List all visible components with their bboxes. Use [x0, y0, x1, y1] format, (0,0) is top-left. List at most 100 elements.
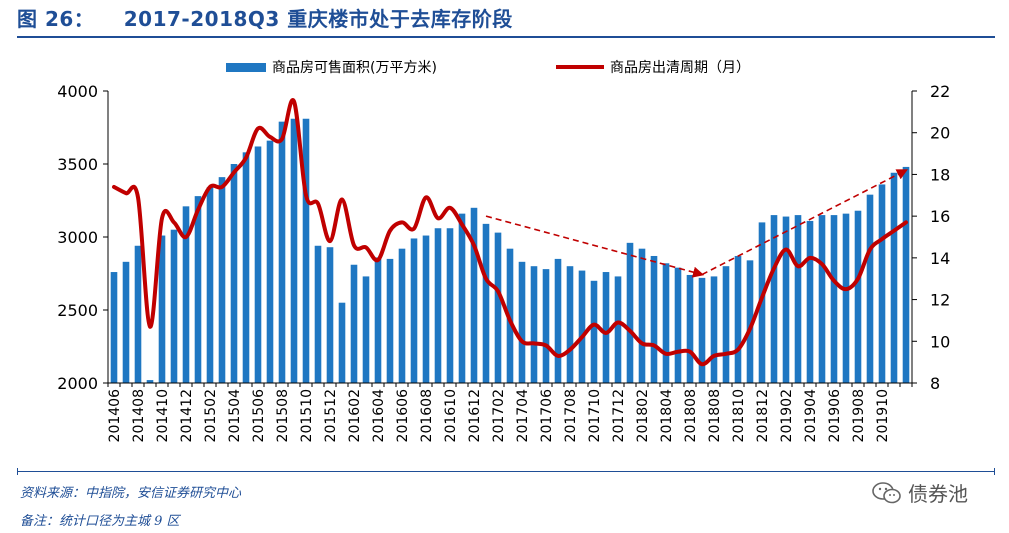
bar [794, 215, 802, 383]
footer-divider-tick-left [17, 468, 18, 475]
bar [434, 228, 442, 383]
bar [254, 146, 262, 383]
bar [818, 215, 826, 383]
bar [110, 272, 118, 383]
figure-label: 图 26： [17, 7, 95, 31]
bar [710, 276, 718, 383]
series-line-clearance-period [112, 98, 908, 367]
x-axis-tick-label: 201408 [131, 389, 147, 442]
bar [842, 213, 850, 383]
bar [206, 187, 214, 383]
x-axis-tick-label: 201704 [515, 389, 531, 443]
bar [578, 270, 586, 383]
x-axis-tick-label: 201406 [107, 389, 123, 443]
bar [326, 247, 334, 383]
legend: 商品房可售面积(万平方米) 商品房出清周期（月） [226, 60, 750, 76]
bar [374, 257, 382, 383]
left-axis-tick-label: 3500 [57, 155, 98, 174]
bar [446, 228, 454, 383]
bar [542, 269, 550, 383]
x-axis-tick-label: 201710 [587, 389, 603, 442]
bar [770, 215, 778, 383]
x-axis-tick-label: 201904 [803, 389, 819, 443]
x-axis-tick-label: 201606 [395, 389, 411, 443]
bar [386, 258, 394, 383]
bar [122, 261, 130, 383]
bar [638, 248, 646, 383]
right-axis-tick-label: 20 [930, 124, 950, 143]
trend-arrow-down [485, 215, 705, 278]
bar [518, 261, 526, 383]
bar [830, 215, 838, 383]
bar [218, 177, 226, 383]
right-axis-tick-label: 12 [930, 291, 950, 310]
bar [902, 166, 910, 383]
bar [866, 194, 874, 383]
bar [722, 266, 730, 383]
bar [734, 255, 742, 383]
right-axis-tick-label: 18 [930, 165, 950, 184]
bar [134, 245, 142, 383]
bar [854, 210, 862, 383]
left-axis-tick-label: 3000 [57, 228, 98, 247]
x-axis-tick-label: 201808 [707, 389, 723, 442]
right-axis-tick-label: 10 [930, 332, 950, 351]
bar [746, 260, 754, 383]
legend-bar-swatch [226, 63, 266, 72]
x-axis-tick-label: 201712 [611, 389, 627, 442]
bar [242, 152, 250, 383]
bar [470, 207, 478, 383]
bar [290, 118, 298, 384]
x-axis-tick-label: 201604 [371, 389, 387, 443]
bar [314, 245, 322, 383]
bar [494, 232, 502, 383]
x-axis-tick-label: 201906 [827, 389, 843, 443]
x-axis-tick-label: 201504 [227, 389, 243, 443]
x-axis-tick-label: 201902 [779, 389, 795, 442]
bar [698, 277, 706, 383]
right-axis-tick-label: 16 [930, 207, 950, 226]
x-axis-tick-label: 201610 [443, 389, 459, 442]
bar [566, 266, 574, 383]
bar [398, 248, 406, 383]
x-axis-tick-label: 201802 [635, 389, 651, 442]
bar [482, 223, 490, 383]
left-axis-tick-label: 2500 [57, 301, 98, 320]
remark-note: 备注：统计口径为主城 9 区 [20, 514, 180, 529]
bar [674, 267, 682, 383]
bar [878, 184, 886, 383]
right-axis-tick-label: 22 [930, 82, 950, 101]
wechat-icon [872, 481, 901, 503]
legend-bar-label: 商品房可售面积(万平方米) [272, 60, 437, 76]
x-axis-tick-label: 201910 [875, 389, 891, 442]
x-axis-tick-label: 201502 [203, 389, 219, 442]
bar [194, 196, 202, 383]
x-axis-tick-label: 201512 [323, 389, 339, 442]
bar [890, 172, 898, 383]
footer-divider [17, 471, 995, 472]
bar [554, 258, 562, 383]
watermark: 债券池 [872, 478, 968, 507]
bar [350, 264, 358, 383]
watermark-text: 债券池 [908, 482, 968, 506]
bar [590, 280, 598, 383]
x-axis-tick-label: 201602 [347, 389, 363, 442]
bar [338, 302, 346, 383]
legend-line-label: 商品房出清周期（月） [610, 60, 750, 76]
x-axis-tick-label: 201804 [659, 389, 675, 443]
bar [266, 140, 274, 383]
title-divider [17, 36, 995, 38]
footer-divider-tick-right [994, 468, 995, 475]
plot-area: 2000 2500 3000 3500 4000 8 10 12 14 16 18 20 22 20140… [57, 82, 950, 442]
right-axis-tick-label: 14 [930, 249, 950, 268]
bar [422, 235, 430, 383]
bar [158, 235, 166, 383]
bar [170, 229, 178, 383]
bar [302, 118, 310, 384]
trend-arrow-up [701, 169, 908, 276]
right-axis-tick-label: 8 [930, 374, 940, 393]
bar [362, 276, 370, 383]
bar [278, 121, 286, 383]
bar [662, 263, 670, 383]
x-axis-tick-label: 201810 [731, 389, 747, 442]
